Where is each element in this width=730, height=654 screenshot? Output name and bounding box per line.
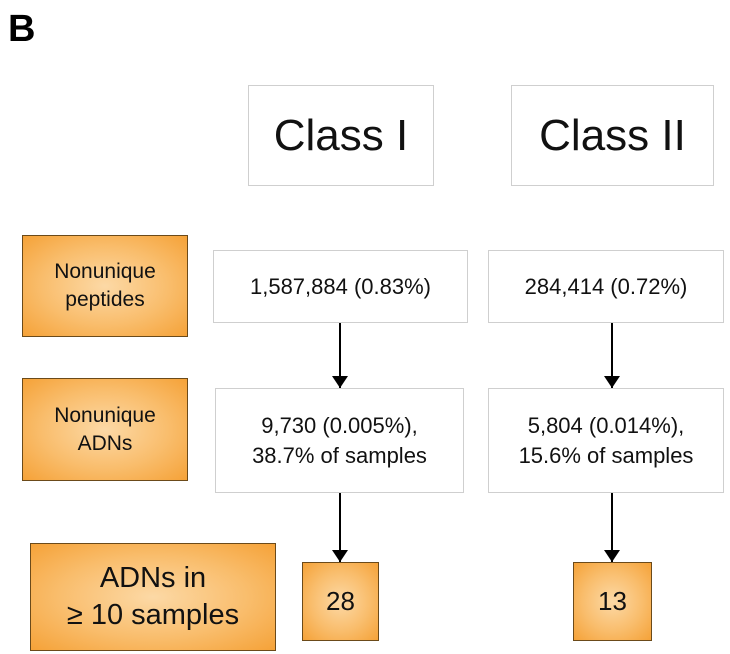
cell: 5,804 (0.014%), 15.6% of samples xyxy=(488,388,724,493)
cell-line: 28 xyxy=(326,586,355,616)
cell: 284,414 (0.72%) xyxy=(488,250,724,323)
label-line: Nonunique xyxy=(54,260,156,283)
cell: 9,730 (0.005%), 38.7% of samples xyxy=(215,388,464,493)
label-line: peptides xyxy=(65,288,145,311)
cell-line: 5,804 (0.014%), xyxy=(527,412,685,438)
row-label: ADNs in ≥ 10 samples xyxy=(30,543,276,651)
cell: 13 xyxy=(573,562,652,641)
cell-line: 1,587,884 (0.83%) xyxy=(249,273,432,299)
column-header: Class II xyxy=(511,85,714,186)
cell-line: 38.7% of samples xyxy=(252,442,427,468)
cell-line: 13 xyxy=(598,586,627,616)
column-header: Class I xyxy=(248,85,434,186)
label-line: ≥ 10 samples xyxy=(66,599,240,631)
cell-line: 9,730 (0.005%), xyxy=(261,412,418,438)
cell: 28 xyxy=(302,562,379,641)
label-line: ADNs xyxy=(77,431,133,455)
cell-line: 284,414 (0.72%) xyxy=(524,273,688,299)
cell-line: 15.6% of samples xyxy=(518,442,694,468)
panel-label: B xyxy=(8,8,36,50)
label-line: Nonunique xyxy=(54,403,156,427)
row-label: Nonunique ADNs xyxy=(22,378,188,481)
row-label: Nonunique peptides xyxy=(22,235,188,337)
cell: 1,587,884 (0.83%) xyxy=(213,250,468,323)
label-line: ADNs in xyxy=(99,562,207,594)
